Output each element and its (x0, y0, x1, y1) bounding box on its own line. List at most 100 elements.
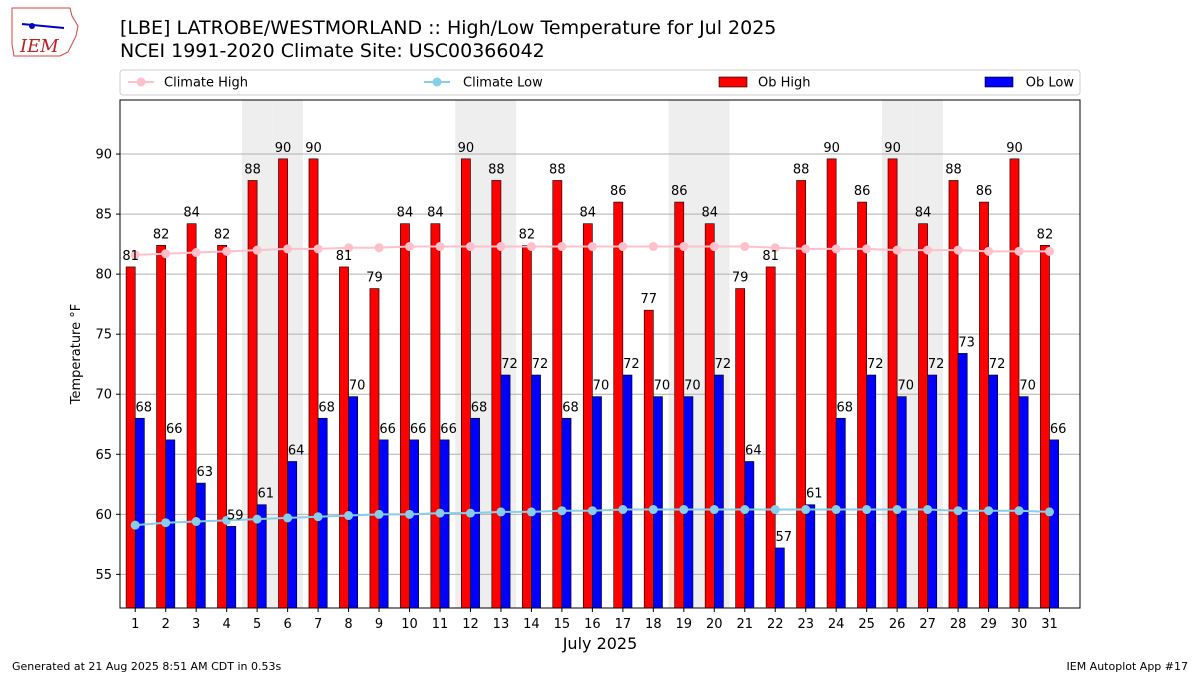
x-tick-label-25: 25 (858, 617, 875, 632)
legend-ob-high-swatch (718, 76, 748, 88)
climate-high-point-day-4 (222, 246, 232, 256)
ob-high-label-day-29: 86 (976, 184, 993, 199)
ob-high-label-day-12: 90 (458, 141, 475, 156)
x-tick-label-7: 7 (314, 617, 322, 632)
y-tick-label-65: 65 (95, 448, 112, 463)
x-tick-label-10: 10 (401, 617, 418, 632)
climate-low-point-day-20 (709, 505, 719, 515)
climate-high-point-day-7 (313, 244, 323, 254)
climate-low-point-day-6 (283, 513, 293, 523)
ob-high-label-day-21: 79 (732, 271, 749, 286)
ob-high-bar-day-30 (1009, 158, 1020, 609)
climate-low-point-day-11 (435, 508, 445, 518)
climate-low-point-day-14 (526, 507, 536, 517)
x-tick-label-23: 23 (797, 617, 814, 632)
ob-low-label-day-23: 61 (806, 487, 823, 502)
ob-high-label-day-18: 77 (640, 292, 657, 307)
climate-low-point-day-1 (130, 520, 140, 530)
climate-high-point-day-12 (465, 242, 475, 252)
climate-low-point-day-8 (344, 511, 354, 521)
ob-high-bar-day-16 (582, 223, 593, 609)
y-tick-label-60: 60 (95, 508, 112, 523)
ob-low-bar-day-11 (439, 439, 450, 609)
logo-text: IEM (19, 36, 59, 57)
ob-low-bar-day-14 (531, 374, 541, 609)
ob-low-bar-day-31 (1049, 439, 1059, 609)
ob-high-label-day-15: 88 (549, 162, 566, 177)
ob-high-bar-day-3 (186, 223, 197, 609)
ob-low-bar-day-3 (195, 482, 206, 609)
ob-low-label-day-11: 66 (440, 422, 457, 437)
ob-low-bar-day-10 (409, 439, 419, 609)
ob-low-bar-day-9 (378, 439, 389, 609)
ob-high-label-day-28: 88 (945, 162, 962, 177)
x-tick-label-13: 13 (493, 617, 510, 632)
footer-app: IEM Autoplot App #17 (1066, 660, 1189, 673)
climate-high-point-day-29 (984, 246, 994, 256)
x-tick-label-18: 18 (645, 617, 662, 632)
ob-low-bar-day-17 (622, 374, 633, 609)
ob-high-bar-day-23 (796, 180, 807, 609)
ob-high-bar-day-7 (308, 158, 319, 609)
ob-high-bar-day-14 (521, 245, 532, 609)
climate-low-point-day-26 (892, 505, 902, 515)
ob-low-label-day-8: 70 (349, 379, 366, 394)
ob-high-label-day-23: 88 (793, 162, 810, 177)
climate-high-point-day-26 (892, 245, 902, 255)
climate-low-point-day-18 (648, 505, 658, 515)
x-axis-label: July 2025 (562, 634, 638, 653)
ob-low-label-day-6: 64 (288, 443, 305, 458)
ob-low-bar-day-1 (134, 417, 145, 609)
legend-box (119, 69, 1081, 96)
ob-high-bar-day-1 (125, 266, 136, 609)
weather-station-dot-icon (29, 23, 35, 29)
ob-low-bar-day-28 (957, 353, 968, 609)
climate-low-point-day-10 (405, 509, 415, 519)
ob-high-label-day-6: 90 (275, 141, 292, 156)
ob-high-bar-day-11 (430, 223, 441, 609)
climate-high-point-day-21 (740, 242, 750, 252)
climate-low-point-day-2 (161, 518, 171, 528)
y-tick-label-75: 75 (95, 328, 112, 343)
ob-high-bar-day-19 (674, 201, 685, 609)
footer-generated: Generated at 21 Aug 2025 8:51 AM CDT in … (12, 660, 282, 673)
weather-station-icon (21, 23, 65, 29)
climate-low-point-day-30 (1014, 506, 1024, 516)
y-tick-label-80: 80 (95, 268, 112, 283)
climate-low-point-day-15 (557, 506, 567, 516)
ob-low-label-day-10: 66 (410, 422, 427, 437)
ob-high-label-day-30: 90 (1006, 141, 1023, 156)
climate-high-point-day-2 (161, 249, 171, 259)
ob-low-bar-day-4 (226, 526, 237, 609)
ob-high-label-day-16: 84 (580, 206, 597, 221)
ob-high-bar-day-26 (887, 158, 898, 609)
y-tick-label-55: 55 (95, 568, 112, 583)
legend-ob-low-label: Ob Low (1026, 76, 1075, 91)
ob-low-label-day-1: 68 (136, 400, 153, 415)
ob-low-label-day-24: 68 (836, 400, 853, 415)
ob-low-label-day-29: 72 (989, 357, 1006, 372)
ob-high-label-day-11: 84 (427, 206, 444, 221)
x-tick-label-8: 8 (344, 617, 352, 632)
ob-high-label-day-9: 79 (366, 271, 383, 286)
climate-high-point-day-8 (344, 243, 354, 253)
x-tick-label-11: 11 (432, 617, 449, 632)
climate-low-point-day-28 (953, 506, 963, 516)
ob-low-bar-day-25 (866, 374, 877, 609)
ob-low-bar-day-13 (500, 374, 511, 609)
x-tick-label-17: 17 (615, 617, 632, 632)
ob-high-bar-day-25 (857, 201, 867, 609)
ob-high-bar-day-8 (339, 266, 349, 609)
x-tick-label-22: 22 (767, 617, 784, 632)
climate-high-point-day-6 (283, 244, 293, 254)
ob-high-label-day-2: 82 (153, 227, 170, 242)
iowa-outline-icon (11, 7, 79, 57)
x-tick-label-1: 1 (131, 617, 139, 632)
x-tick-label-12: 12 (462, 617, 479, 632)
climate-low-point-day-24 (831, 505, 841, 515)
climate-low-point-day-17 (618, 505, 628, 515)
ob-high-bar-day-29 (979, 201, 989, 609)
ob-low-bar-day-23 (805, 504, 816, 609)
climate-high-point-day-20 (709, 242, 719, 252)
